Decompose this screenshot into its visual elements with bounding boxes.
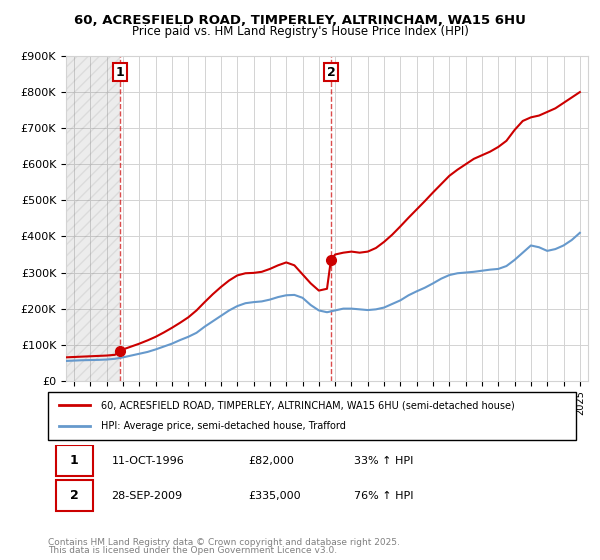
Text: Contains HM Land Registry data © Crown copyright and database right 2025.: Contains HM Land Registry data © Crown c… — [48, 538, 400, 547]
Text: 60, ACRESFIELD ROAD, TIMPERLEY, ALTRINCHAM, WA15 6HU: 60, ACRESFIELD ROAD, TIMPERLEY, ALTRINCH… — [74, 14, 526, 27]
Text: 11-OCT-1996: 11-OCT-1996 — [112, 456, 184, 465]
FancyBboxPatch shape — [56, 445, 93, 476]
Text: 28-SEP-2009: 28-SEP-2009 — [112, 491, 182, 501]
Text: 76% ↑ HPI: 76% ↑ HPI — [354, 491, 414, 501]
Text: 1: 1 — [70, 454, 79, 467]
Text: 1: 1 — [115, 66, 124, 79]
Text: HPI: Average price, semi-detached house, Trafford: HPI: Average price, semi-detached house,… — [101, 421, 346, 431]
FancyBboxPatch shape — [56, 480, 93, 511]
Bar — [66, 56, 119, 381]
Text: 2: 2 — [326, 66, 335, 79]
Text: Price paid vs. HM Land Registry's House Price Index (HPI): Price paid vs. HM Land Registry's House … — [131, 25, 469, 38]
Text: 2: 2 — [70, 489, 79, 502]
Text: This data is licensed under the Open Government Licence v3.0.: This data is licensed under the Open Gov… — [48, 546, 337, 555]
FancyBboxPatch shape — [48, 392, 576, 440]
Text: 33% ↑ HPI: 33% ↑ HPI — [354, 456, 413, 465]
Text: £82,000: £82,000 — [248, 456, 295, 465]
Text: 60, ACRESFIELD ROAD, TIMPERLEY, ALTRINCHAM, WA15 6HU (semi-detached house): 60, ACRESFIELD ROAD, TIMPERLEY, ALTRINCH… — [101, 400, 515, 410]
Text: £335,000: £335,000 — [248, 491, 301, 501]
